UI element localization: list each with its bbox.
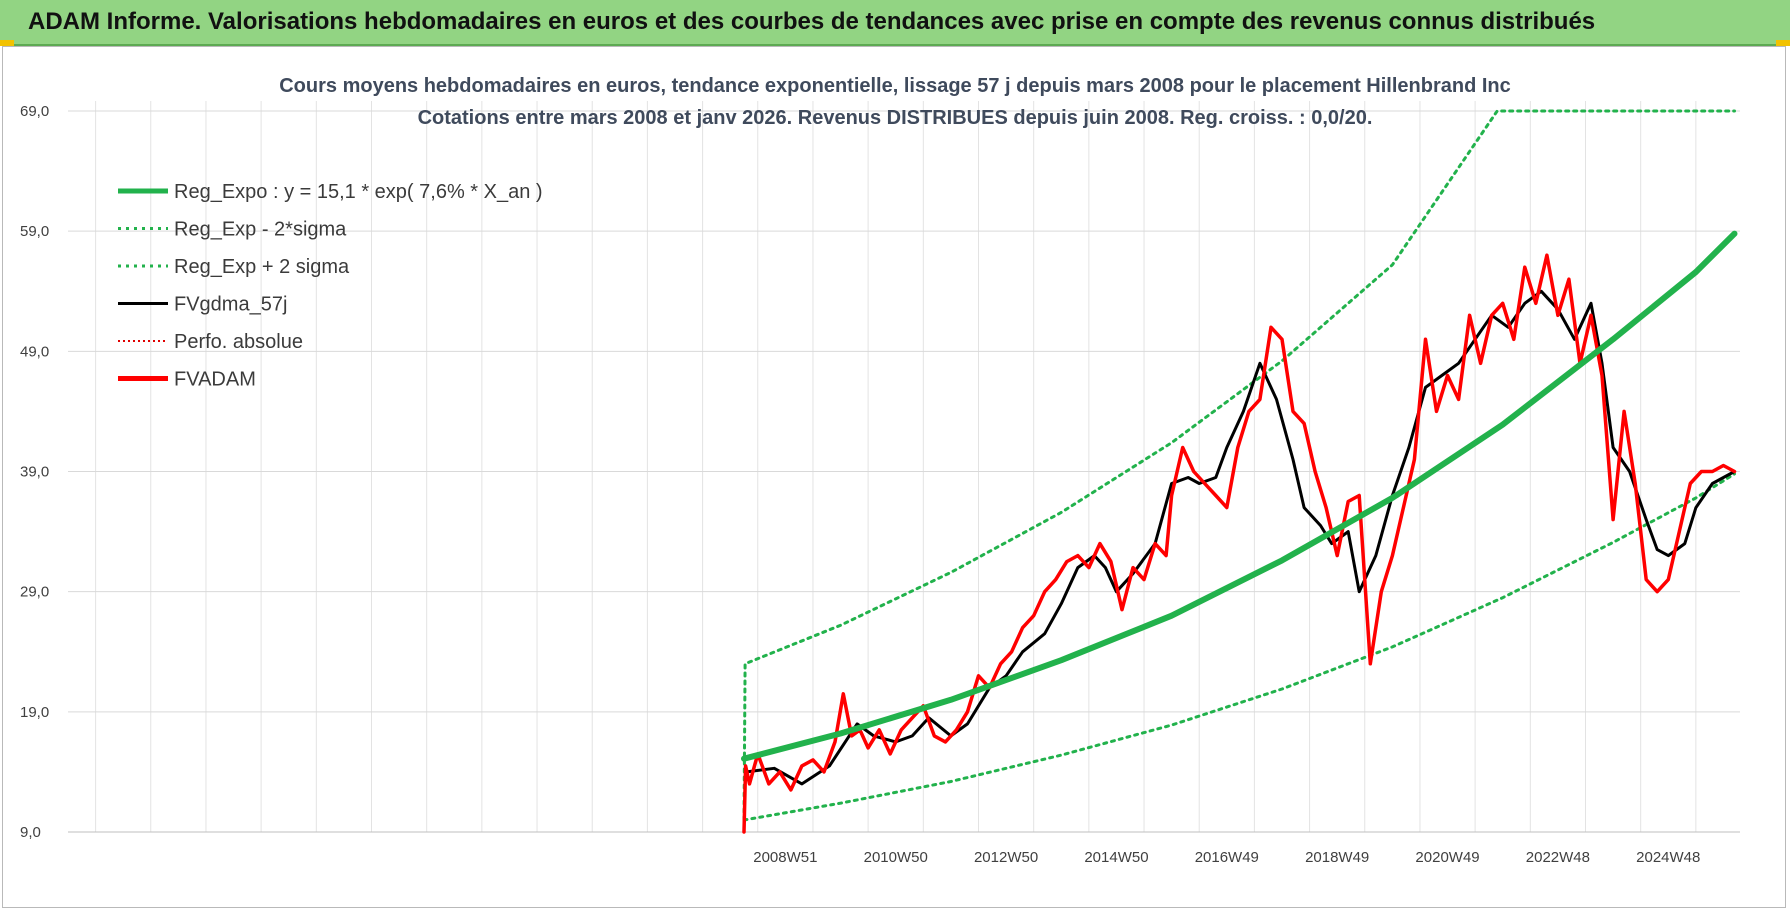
series-group (741, 109, 1738, 834)
series-line (742, 253, 1737, 834)
grid (68, 101, 1740, 833)
x-tick-label: 2016W49 (1195, 849, 1259, 866)
page-title: ADAM Informe. Valorisations hebdomadaire… (28, 8, 1596, 35)
legend-label: FVgdma_57j (174, 294, 287, 316)
series-line (742, 109, 1736, 822)
y-tick-label: 19,0 (20, 704, 49, 721)
x-tick-label: 2010W50 (864, 849, 928, 866)
x-tick-label: 2012W50 (974, 849, 1038, 866)
x-tick-label: 2008W51 (753, 849, 817, 866)
legend-label: Perfo. absolue (174, 331, 303, 353)
x-tick-label: 2020W49 (1415, 849, 1479, 866)
chart-subtitle: Cotations entre mars 2008 et janv 2026. … (418, 107, 1373, 129)
legend-label: FVADAM (174, 369, 256, 391)
y-tick-label: 39,0 (20, 464, 49, 481)
legend-label: Reg_Expo : y = 15,1 * exp( 7,6% * X_an ) (174, 181, 543, 203)
corner-mark (0, 40, 14, 46)
y-tick-label: 29,0 (20, 584, 49, 601)
y-axis: 69,0 59,0 49,0 39,0 29,0 19,0 9,0 (20, 103, 49, 841)
x-tick-label: 2018W49 (1305, 849, 1369, 866)
y-tick-label: 49,0 (20, 343, 49, 360)
x-axis: 2008W51 2010W50 2012W50 2014W50 2016W49 2018W… (68, 831, 1740, 866)
chart-title: Cours moyens hebdomadaires en euros, ten… (279, 75, 1511, 97)
y-tick-label: 9,0 (20, 824, 41, 841)
header-banner: ADAM Informe. Valorisations hebdomadaire… (0, 0, 1790, 46)
series-line (745, 289, 1736, 786)
x-tick-label: 2022W48 (1526, 849, 1590, 866)
legend: Reg_Expo : y = 15,1 * exp( 7,6% * X_an )… (118, 181, 543, 391)
chart-frame (2, 46, 1786, 908)
corner-mark (1776, 40, 1790, 46)
y-tick-label: 59,0 (20, 223, 49, 240)
legend-label: Reg_Exp + 2 sigma (174, 256, 350, 278)
x-tick-label: 2024W48 (1636, 849, 1700, 866)
legend-label: Reg_Exp - 2*sigma (174, 219, 347, 241)
x-tick-label: 2014W50 (1084, 849, 1148, 866)
y-tick-label: 69,0 (20, 103, 49, 120)
series-line (741, 230, 1738, 762)
